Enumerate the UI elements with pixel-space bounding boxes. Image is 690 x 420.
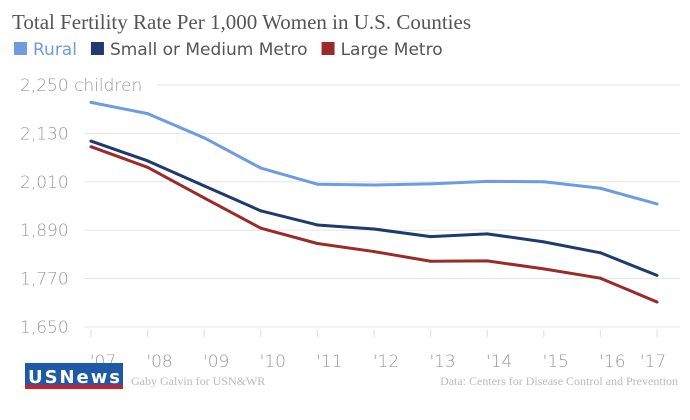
data-point: [429, 235, 433, 239]
legend-swatch: [14, 42, 27, 55]
y-axis: 1,650 1,770 1,890 2,010 2,130 2,250 children: [20, 76, 142, 338]
series-line-rural: [90, 100, 658, 206]
data-point: [372, 250, 376, 254]
data-point: [146, 112, 150, 116]
x-tick-label: '09: [203, 352, 229, 372]
x-tick-label: '12: [373, 352, 399, 372]
data-point: [146, 165, 150, 169]
data-point: [89, 139, 93, 143]
x-tick-label: '10: [260, 352, 286, 372]
data-source: Data: Centers for Disease Control and Pr…: [440, 374, 678, 388]
x-tick-label: '17: [640, 352, 666, 372]
data-point: [429, 259, 433, 263]
data-point: [485, 259, 489, 263]
series-lines: [89, 100, 659, 304]
data-point: [598, 251, 602, 255]
data-point: [315, 182, 319, 186]
chart-title: Total Fertility Rate Per 1,000 Women in …: [12, 10, 471, 34]
y-tick-label: 1,890: [20, 221, 69, 241]
data-point: [598, 276, 602, 280]
legend-label: Large Metro: [341, 40, 443, 60]
gridlines: [84, 84, 680, 328]
data-point: [429, 182, 433, 186]
data-point: [89, 100, 93, 104]
legend-swatch: [90, 42, 104, 55]
data-point: [202, 196, 206, 200]
data-point: [655, 202, 659, 206]
data-point: [485, 179, 489, 183]
usnews-logo: USNews: [25, 363, 123, 389]
legend: Rural Small or Medium Metro Large Metro: [14, 40, 443, 60]
x-tick-label: '16: [599, 352, 625, 372]
x-tick-label: '11: [316, 352, 342, 372]
data-point: [598, 186, 602, 190]
legend-swatch: [321, 42, 335, 55]
credit: Gaby Galvin for USN&WR: [131, 374, 265, 388]
svg-text:USNews: USNews: [28, 367, 120, 388]
legend-label: Rural: [33, 40, 77, 60]
data-point: [655, 300, 659, 304]
data-point: [259, 209, 263, 213]
data-point: [542, 180, 546, 184]
y-tick-label: 2,010: [20, 173, 69, 193]
data-point: [485, 232, 489, 236]
data-point: [146, 159, 150, 163]
data-point: [89, 145, 93, 149]
data-point: [315, 223, 319, 227]
y-tick-label: 2,130: [20, 124, 69, 144]
data-point: [655, 273, 659, 277]
data-point: [202, 184, 206, 188]
data-point: [372, 227, 376, 231]
y-tick-label: 1,650: [20, 318, 69, 338]
x-axis: '07'08'09'10'11'12'13'14'15'16'17: [90, 330, 666, 372]
data-point: [542, 267, 546, 271]
data-point: [259, 226, 263, 230]
x-tick-label: '14: [486, 352, 512, 372]
data-point: [202, 136, 206, 140]
data-point: [315, 242, 319, 246]
series-line-small-or-medium-metro: [90, 139, 658, 277]
y-tick-label: 1,770: [20, 270, 69, 290]
data-point: [259, 166, 263, 170]
x-tick-label: '13: [429, 352, 455, 372]
data-point: [372, 183, 376, 187]
x-tick-label: '08: [146, 352, 172, 372]
y-tick-label: 2,250 children: [20, 76, 142, 96]
data-point: [542, 240, 546, 244]
x-tick-label: '15: [543, 352, 569, 372]
legend-label: Small or Medium Metro: [110, 40, 308, 60]
